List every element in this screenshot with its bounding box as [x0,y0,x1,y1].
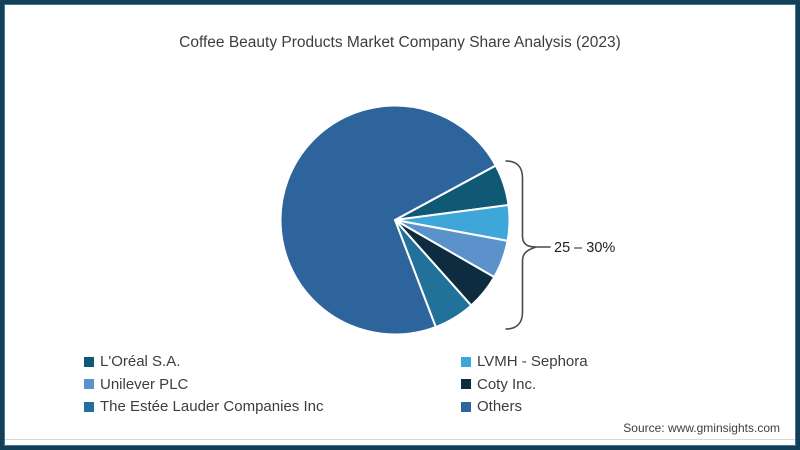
legend-item-others: Others [461,397,588,416]
range-annotation: 25 – 30% [554,240,615,256]
legend-label: LVMH - Sephora [477,353,588,370]
legend-item-the-estee-lauder-companies-inc: The Estée Lauder Companies Inc [84,397,323,416]
legend-swatch [84,356,94,367]
pie-slice-others [279,104,498,336]
legend-swatch [461,401,471,412]
range-bracket [505,160,551,330]
chart-title: Coffee Beauty Products Market Company Sh… [179,34,621,51]
legend-label: Others [477,398,523,415]
legend-item-lvmh-sephora: LVMH - Sephora [461,352,588,371]
bottom-divider [5,439,795,440]
legend-swatch [461,379,471,389]
legend-column-right: LVMH - Sephora Coty Inc. Others [461,352,588,420]
legend-swatch [461,356,471,367]
source-attribution: Source: www.gminsights.com [623,421,780,435]
legend-item-unilever-plc: Unilever PLC [84,375,323,394]
legend-item-coty-inc: Coty Inc. [461,375,588,394]
legend-label: Coty Inc. [477,375,537,393]
pie-slices [279,104,511,336]
legend-label: Unilever PLC [100,375,189,393]
legend-label: The Estée Lauder Companies Inc [100,398,324,415]
legend-label: L'Oréal S.A. [100,353,181,370]
legend-swatch [84,379,94,389]
legend-column-left: L'Oréal S.A. Unilever PLC The Estée Lauder… [84,352,323,420]
legend-item-l-oreal-s-a: L'Oréal S.A. [84,352,323,371]
legend-swatch [84,401,94,412]
